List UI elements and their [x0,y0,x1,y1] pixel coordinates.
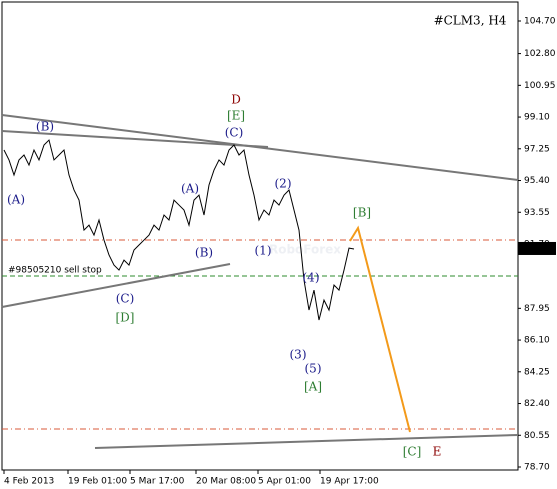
y-tick-label: 84.25 [524,367,550,377]
x-tick-label: 4 Feb 2013 [4,477,54,487]
y-tick-label: 80.55 [524,431,550,441]
y-tick-label: 104.70 [524,17,556,27]
wave-label: (A) [181,182,199,196]
wave-label: [A] [304,380,322,394]
watermark: RoboForex [269,243,341,257]
wave-label: E [433,445,442,459]
wave-label: (B) [195,246,213,260]
wave-label: D [231,93,241,107]
wave-label: (C) [225,126,244,140]
wave-label: (4) [303,271,320,285]
y-tick-label: 82.40 [524,399,550,409]
plot-frame [1,1,519,471]
wave-label: (1) [255,244,272,258]
price-tag-label: 91.41 [524,244,550,254]
x-tick-label: 19 Feb 01:00 [68,477,127,487]
x-tick-label: 5 Apr 01:00 [258,477,311,487]
trend-line [94,434,519,449]
wave-label: (5) [305,362,322,376]
trend-line [1,263,231,308]
price-tag [518,241,556,255]
x-tick-label: 5 Mar 17:00 [130,477,185,487]
y-tick-label: 87.95 [524,304,550,314]
y-tick-label: 95.40 [524,176,550,186]
forecast-line [349,225,411,433]
wave-label: (B) [36,120,54,134]
wave-label: (3) [290,348,307,362]
y-tick-label: 100.95 [524,81,556,91]
wave-label: (A) [7,193,25,207]
wave-label: [D] [116,311,135,325]
y-tick-label: 86.10 [524,336,550,346]
order-label: #98505210 sell stop [8,266,102,276]
x-tick-label: 20 Mar 08:00 [196,477,256,487]
chart-title: #CLM3, H4 [434,14,507,28]
wave-label: (C) [116,292,135,306]
y-tick-label: 93.55 [524,208,550,218]
x-tick-label: 19 Apr 17:00 [320,477,379,487]
y-tick-label: 99.10 [524,113,550,123]
y-tick-label: 78.70 [524,463,550,473]
wave-label: [E] [227,109,245,123]
wave-label: [B] [353,206,371,220]
y-tick-label: 97.25 [524,144,550,154]
price-line [3,139,355,321]
y-tick-label: 102.80 [524,49,556,59]
trend-line [1,130,269,148]
wave-label: (2) [275,177,292,191]
wave-label: [C] [403,445,422,459]
